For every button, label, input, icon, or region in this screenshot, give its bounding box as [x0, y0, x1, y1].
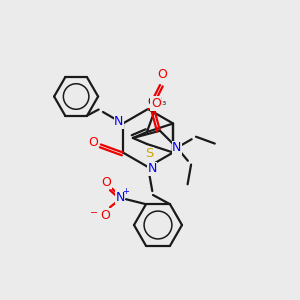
Text: N: N [114, 115, 124, 128]
Text: CH₃: CH₃ [147, 97, 167, 107]
Text: −: − [90, 208, 98, 218]
Text: +: + [123, 187, 129, 196]
Text: O: O [101, 176, 111, 189]
Text: N: N [172, 141, 182, 154]
Text: O: O [151, 97, 161, 110]
Text: O: O [100, 209, 110, 222]
Text: S: S [145, 148, 153, 160]
Text: N: N [115, 191, 125, 204]
Text: N: N [147, 163, 157, 176]
Text: O: O [157, 68, 167, 82]
Text: O: O [88, 136, 98, 149]
